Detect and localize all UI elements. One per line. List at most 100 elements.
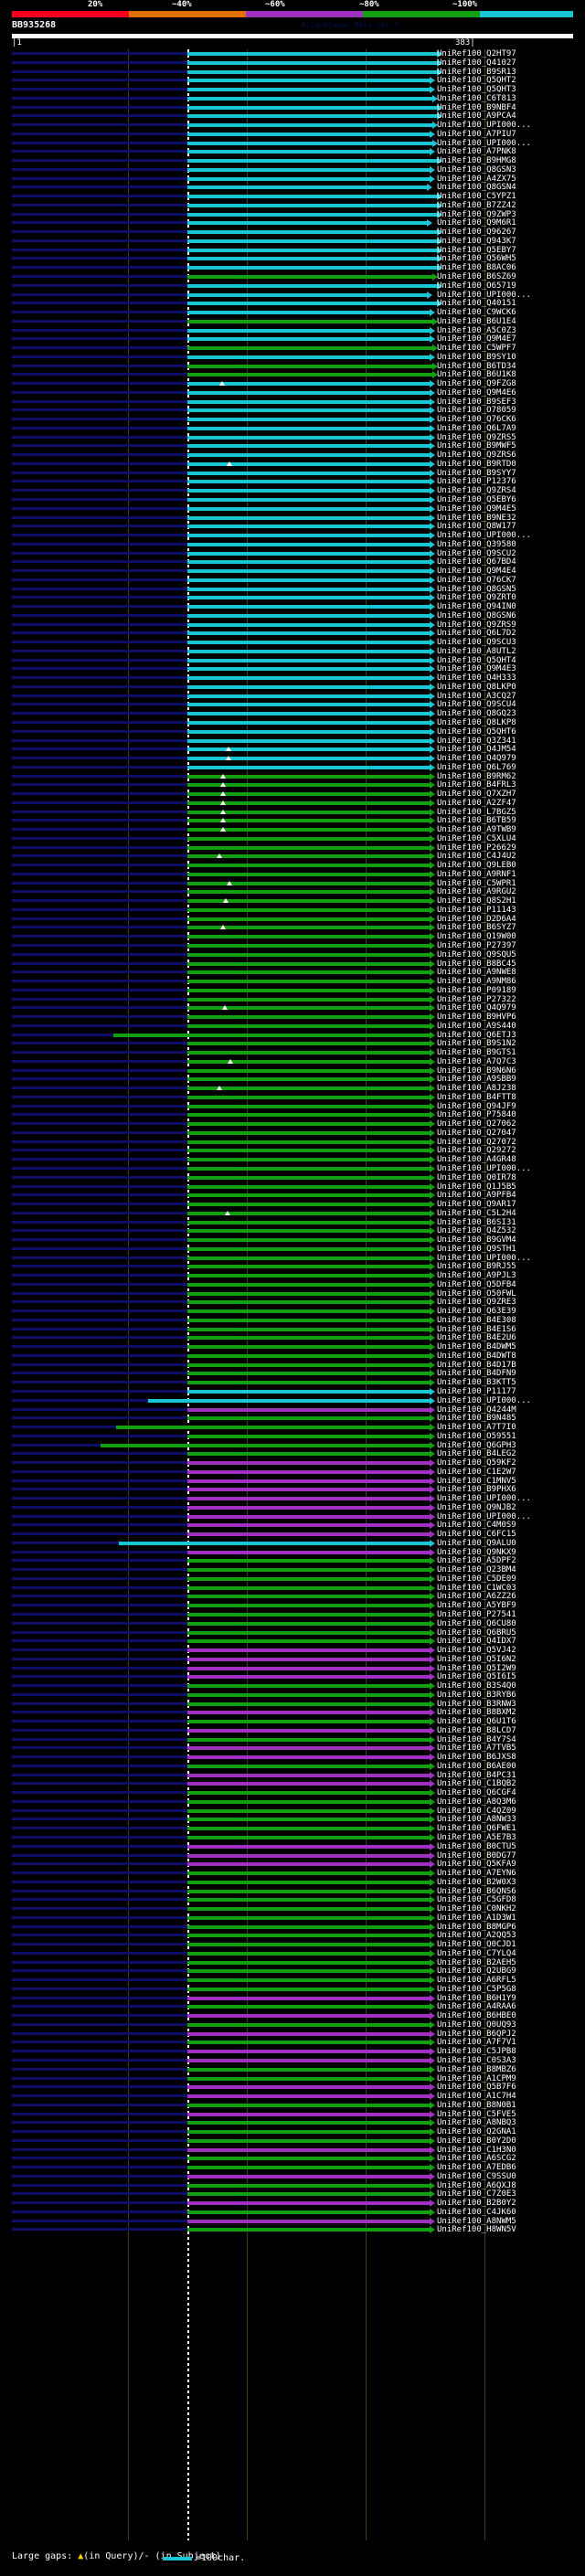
hsp-bar[interactable] (187, 195, 437, 199)
table-row[interactable]: UniRef100_Q5KFA9 (0, 1860, 585, 1869)
hit-label[interactable]: UniRef100_B3KTT5 (437, 1378, 516, 1388)
hit-label[interactable]: UniRef100_B9RM62 (437, 771, 516, 781)
hsp-bar[interactable] (187, 1692, 430, 1697)
hsp-bar[interactable] (187, 150, 430, 154)
hit-label[interactable]: UniRef100_C4JK60 (437, 2207, 516, 2217)
hsp-bar[interactable] (187, 1023, 430, 1028)
hsp-bar[interactable] (187, 1461, 430, 1466)
hsp-bar[interactable] (187, 1469, 430, 1474)
hsp-bar[interactable] (187, 2183, 430, 2188)
hit-label[interactable]: UniRef100_Q9M4E6 (437, 387, 516, 398)
hsp-bar[interactable] (187, 515, 430, 520)
hsp-bar[interactable] (187, 480, 430, 484)
hsp-bar[interactable] (187, 1336, 430, 1341)
hsp-bar[interactable] (187, 1657, 430, 1661)
table-row[interactable]: UniRef100_B9GVM4 (0, 1235, 585, 1245)
hsp-bar[interactable] (187, 2121, 430, 2125)
table-row[interactable]: UniRef100_B4D17B (0, 1361, 585, 1370)
hit-label[interactable]: UniRef100_B3S4Q0 (437, 1681, 516, 1691)
hit-label[interactable]: UniRef100_Q0CJD1 (437, 1940, 516, 1950)
hit-label[interactable]: UniRef100_Q6BRU5 (437, 1627, 516, 1638)
table-row[interactable]: UniRef100_C7Z0E3 (0, 2189, 585, 2199)
hit-label[interactable]: UniRef100_Q0IR78 (437, 1172, 516, 1182)
table-row[interactable]: UniRef100_B6U1E4 (0, 317, 585, 326)
table-row[interactable]: UniRef100_B9SEF3 (0, 398, 585, 407)
hit-label[interactable]: UniRef100_B6SYZ7 (437, 923, 516, 933)
hsp-bar[interactable] (187, 1996, 430, 2000)
table-row[interactable]: UniRef100_Q6L7D2 (0, 629, 585, 638)
hit-label[interactable]: UniRef100_B4E1S6 (437, 1324, 516, 1334)
table-row[interactable]: UniRef100_B6JXS8 (0, 1753, 585, 1762)
hit-label[interactable]: UniRef100_Q40151 (437, 299, 516, 309)
table-row[interactable]: UniRef100_Q4Z532 (0, 1226, 585, 1235)
hsp-bar[interactable] (187, 578, 430, 582)
table-row[interactable]: UniRef100_B6H1Y9 (0, 1994, 585, 2003)
hit-label[interactable]: UniRef100_C4M0S9 (437, 1521, 516, 1531)
hsp-bar[interactable] (187, 1728, 430, 1733)
hit-label[interactable]: UniRef100_O59551 (437, 1431, 516, 1441)
hit-label[interactable]: UniRef100_A8NW33 (437, 1815, 516, 1825)
hsp-bar[interactable] (187, 2031, 430, 2036)
table-row[interactable]: UniRef100_B4DFN9 (0, 1369, 585, 1378)
hsp-bar[interactable] (187, 1550, 430, 1554)
hit-label[interactable]: UniRef100_C5L2H4 (437, 1208, 516, 1218)
hsp-bar[interactable] (187, 658, 430, 663)
table-row[interactable]: UniRef100_Q9ZRE3 (0, 1298, 585, 1307)
hsp-bar[interactable] (187, 1746, 430, 1751)
table-row[interactable]: UniRef100_B4DWT8 (0, 1352, 585, 1361)
hit-label[interactable]: UniRef100_Q9M4E3 (437, 664, 516, 674)
table-row[interactable]: UniRef100_A9PJL3 (0, 1271, 585, 1280)
hsp-bar[interactable] (187, 1853, 430, 1858)
hit-label[interactable]: UniRef100_Q96267 (437, 228, 516, 238)
table-row[interactable]: UniRef100_UPI000... (0, 1254, 585, 1263)
hsp-bar[interactable] (187, 525, 430, 529)
table-row[interactable]: UniRef100_B4FTT8 (0, 1093, 585, 1102)
hsp-bar[interactable] (187, 2228, 430, 2232)
table-row[interactable]: UniRef100_Q9LEB0 (0, 861, 585, 870)
hit-label[interactable]: UniRef100_Q9M4E7 (437, 334, 516, 345)
hsp-bar[interactable] (187, 605, 430, 610)
hit-label[interactable]: UniRef100_Q6L7D2 (437, 629, 516, 639)
hit-label[interactable]: UniRef100_Q5VJ42 (437, 1646, 516, 1656)
hsp-bar[interactable] (187, 676, 430, 681)
table-row[interactable]: UniRef100_Q27062 (0, 1119, 585, 1129)
hit-label[interactable]: UniRef100_Q63E39 (437, 1307, 516, 1317)
table-row[interactable]: UniRef100_H8WN5V (0, 2225, 585, 2234)
table-row[interactable]: UniRef100_Q9ZRS6 (0, 451, 585, 460)
hsp-bar[interactable] (187, 1130, 430, 1135)
hsp-bar[interactable] (187, 1434, 430, 1438)
hsp-bar[interactable] (187, 69, 437, 74)
hit-label[interactable]: UniRef100_C0S3A3 (437, 2056, 516, 2065)
table-row[interactable]: UniRef100_Q8GSN3 (0, 165, 585, 175)
hit-label[interactable]: UniRef100_A6RFL5 (437, 1976, 516, 1986)
hsp-bar[interactable] (187, 1862, 430, 1867)
hit-label[interactable]: UniRef100_A5E7B3 (437, 1833, 516, 1842)
table-row[interactable]: UniRef100_P11177 (0, 1387, 585, 1396)
hit-label[interactable]: UniRef100_Q943K7 (437, 236, 516, 246)
hit-label[interactable]: UniRef100_Q41027 (437, 58, 516, 68)
hsp-bar[interactable] (187, 2138, 430, 2143)
table-row[interactable]: UniRef100_A9TWB9 (0, 825, 585, 834)
hsp-bar[interactable] (187, 1122, 430, 1127)
hsp-bar[interactable] (187, 1309, 430, 1314)
table-row[interactable]: UniRef100_Q6GPH3 (0, 1441, 585, 1450)
table-row[interactable]: UniRef100_Q39580 (0, 540, 585, 549)
hit-label[interactable]: UniRef100_A5YBF9 (437, 1601, 516, 1611)
hit-label[interactable]: UniRef100_B6AE00 (437, 1761, 516, 1771)
hit-label[interactable]: UniRef100_B8MBZ6 (437, 2064, 516, 2074)
hit-label[interactable]: UniRef100_Q8LKP0 (437, 682, 516, 692)
hit-label[interactable]: UniRef100_Q5I2W9 (437, 1663, 516, 1673)
table-row[interactable]: UniRef100_Q5QHT2 (0, 76, 585, 85)
hsp-bar[interactable] (187, 1559, 430, 1564)
table-row[interactable]: UniRef100_B9RJ55 (0, 1262, 585, 1271)
table-row[interactable]: UniRef100_Q8LKP0 (0, 683, 585, 692)
hit-label[interactable]: UniRef100_A8NWM5 (437, 2216, 516, 2226)
hit-label[interactable]: UniRef100_A9S440 (437, 1021, 516, 1031)
table-row[interactable]: UniRef100_Q6CU80 (0, 1619, 585, 1628)
hit-label[interactable]: UniRef100_B6SI31 (437, 1217, 516, 1227)
hit-label[interactable]: UniRef100_Q6U1T6 (437, 1717, 516, 1727)
hit-label[interactable]: UniRef100_A7F7V1 (437, 2038, 516, 2048)
table-row[interactable]: UniRef100_UPI000... (0, 1164, 585, 1173)
hsp-bar[interactable] (187, 1300, 430, 1305)
table-row[interactable]: UniRef100_A5C0Z3 (0, 326, 585, 335)
